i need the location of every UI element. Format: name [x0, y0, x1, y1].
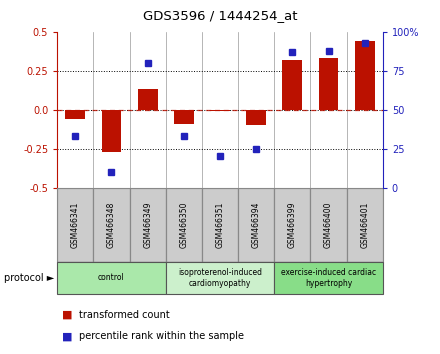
Bar: [138, 90, 158, 110]
Text: GSM466351: GSM466351: [216, 201, 224, 248]
Bar: [319, 58, 338, 110]
Text: GDS3596 / 1444254_at: GDS3596 / 1444254_at: [143, 9, 297, 22]
Bar: [282, 60, 302, 110]
Bar: [57, 188, 93, 262]
Bar: [355, 41, 375, 110]
Text: GSM466350: GSM466350: [180, 201, 188, 248]
Text: GSM466348: GSM466348: [107, 201, 116, 248]
Text: GSM466399: GSM466399: [288, 201, 297, 248]
Bar: [57, 262, 166, 294]
Text: control: control: [98, 273, 125, 282]
Text: ■: ■: [62, 310, 72, 320]
Text: protocol ►: protocol ►: [4, 273, 55, 283]
Text: GSM466394: GSM466394: [252, 201, 260, 248]
Text: exercise-induced cardiac
hypertrophy: exercise-induced cardiac hypertrophy: [281, 268, 376, 287]
Bar: [238, 188, 274, 262]
Bar: [274, 188, 311, 262]
Bar: [129, 188, 166, 262]
Text: GSM466401: GSM466401: [360, 201, 369, 248]
Bar: [166, 262, 274, 294]
Bar: [93, 188, 129, 262]
Text: percentile rank within the sample: percentile rank within the sample: [79, 331, 244, 341]
Bar: [66, 110, 85, 119]
Bar: [347, 188, 383, 262]
Text: ■: ■: [62, 331, 72, 341]
Bar: [311, 188, 347, 262]
Text: isoproterenol-induced
cardiomyopathy: isoproterenol-induced cardiomyopathy: [178, 268, 262, 287]
Bar: [210, 110, 230, 111]
Text: GSM466400: GSM466400: [324, 201, 333, 248]
Bar: [174, 110, 194, 124]
Bar: [102, 110, 121, 152]
Text: GSM466341: GSM466341: [71, 201, 80, 248]
Text: transformed count: transformed count: [79, 310, 170, 320]
Bar: [202, 188, 238, 262]
Bar: [166, 188, 202, 262]
Text: GSM466349: GSM466349: [143, 201, 152, 248]
Bar: [246, 110, 266, 125]
Bar: [274, 262, 383, 294]
